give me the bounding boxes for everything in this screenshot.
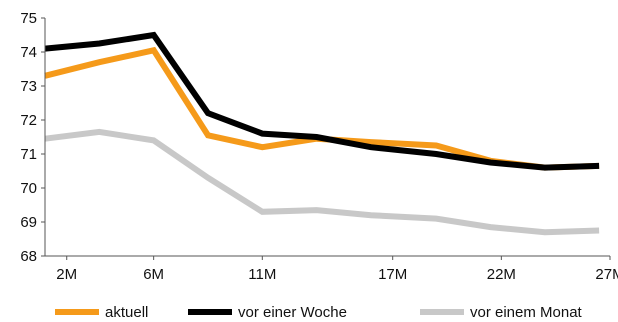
y-tick-label: 73	[20, 78, 37, 95]
x-tick-label: 17M	[378, 266, 407, 283]
y-axis-ticks: 68 69 70 71 72 73 74 75	[20, 10, 45, 265]
y-tick-label: 69	[20, 214, 37, 231]
x-tick-label: 22M	[487, 266, 516, 283]
legend-label: aktuell	[105, 304, 148, 321]
legend-label: vor einer Woche	[238, 304, 347, 321]
x-axis-ticks: 2M 6M 11M 17M 22M 27M	[56, 256, 618, 283]
plot-area	[44, 31, 600, 236]
y-tick-label: 68	[20, 248, 37, 265]
series-line-2	[44, 128, 600, 236]
y-tick-label: 75	[20, 10, 37, 27]
y-tick-label: 72	[20, 112, 37, 129]
x-tick-label: 11M	[248, 266, 276, 283]
series-line-0	[44, 46, 600, 171]
y-tick-label: 70	[20, 180, 37, 197]
y-tick-label: 71	[20, 146, 37, 163]
x-tick-label: 2M	[56, 266, 77, 283]
legend: aktuell vor einer Woche vor einem Monat	[55, 304, 583, 321]
x-tick-label: 27M	[595, 266, 618, 283]
x-tick-label: 6M	[143, 266, 164, 283]
series-line-1	[44, 31, 600, 171]
legend-label: vor einem Monat	[470, 304, 583, 321]
y-tick-label: 74	[20, 44, 37, 61]
